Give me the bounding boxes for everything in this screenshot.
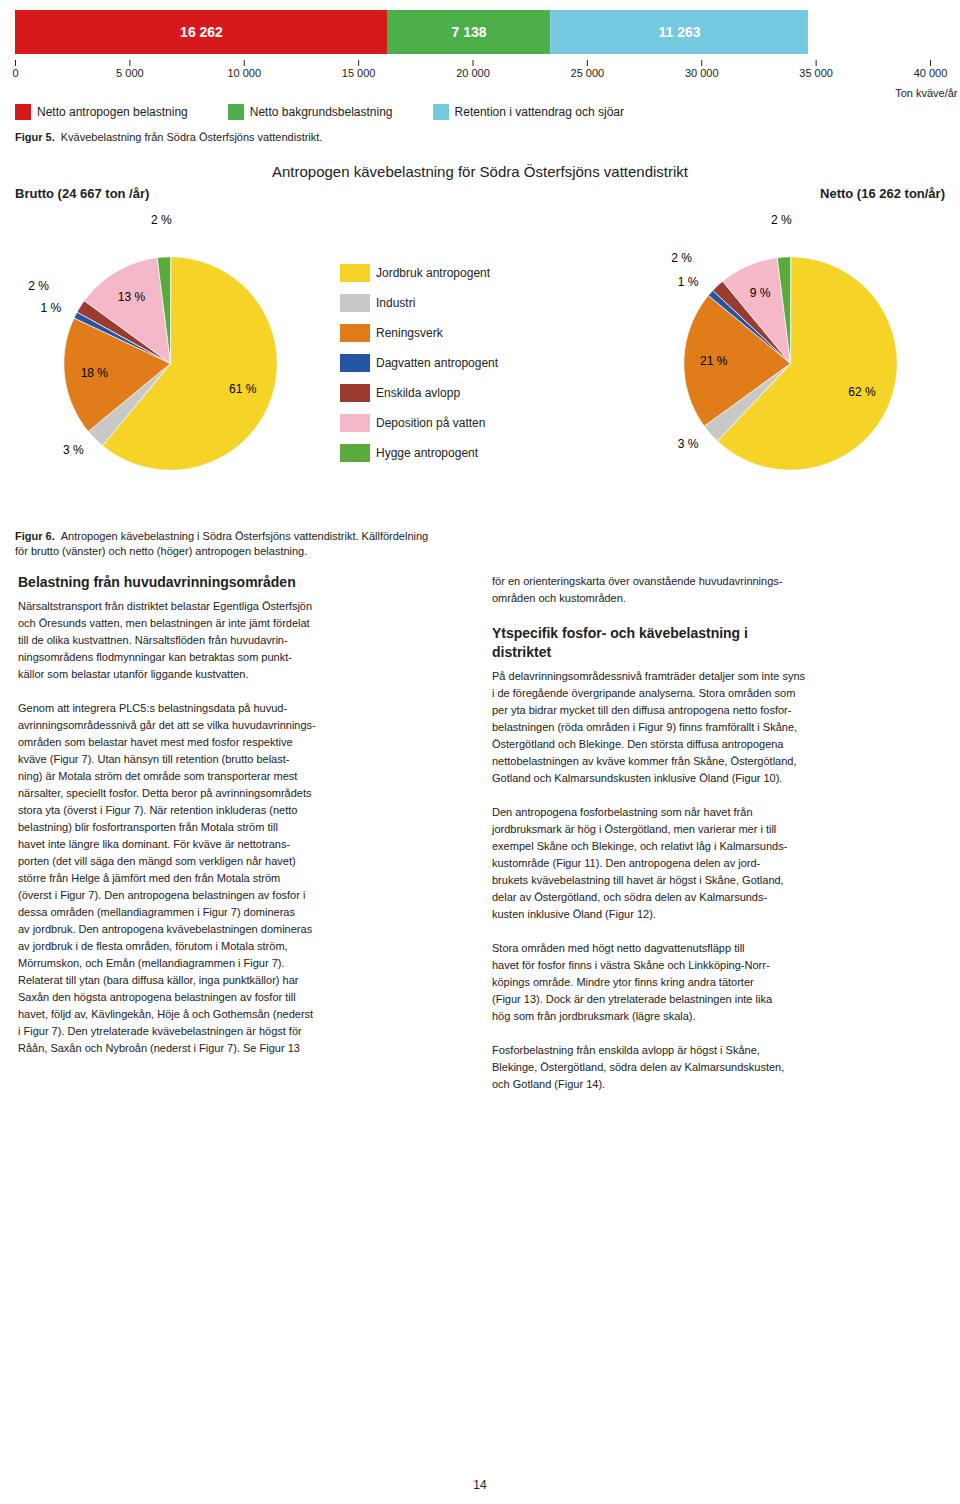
- html-text:i Figur 7). Den ytrelaterade k: i Figur 7). Den ytrelaterade kvävebelast…: [18, 1025, 302, 1037]
- svg-text:2 %: 2 %: [771, 213, 792, 227]
- svg-text:2 %: 2 %: [671, 251, 692, 265]
- svg-text:1 %: 1 %: [678, 275, 699, 289]
- html-text:exempel Skåne och Blekinge, oc: exempel Skåne och Blekinge, och relativt…: [492, 840, 788, 852]
- html-text:Östergötland och Blekinge. Den: Östergötland och Blekinge. Den största d…: [492, 738, 784, 750]
- html-text:områden och kustområden.: områden och kustområden.: [492, 592, 626, 604]
- html-text:distriktet: distriktet: [492, 644, 552, 660]
- svg-text:0: 0: [12, 67, 18, 79]
- svg-text:Ton kväve/år: Ton kväve/år: [895, 87, 958, 99]
- html-text:Belastning från huvudavrinning: Belastning från huvudavrinningsområden: [18, 574, 296, 590]
- html-text:Figur 5.: Figur 5.: [15, 131, 55, 143]
- svg-text:21 %: 21 %: [700, 354, 728, 368]
- svg-text:18 %: 18 %: [81, 366, 109, 380]
- html-text:Netto antropogen belastning: Netto antropogen belastning: [37, 105, 188, 119]
- html-text:och Öresunds vatten, men belas: och Öresunds vatten, men belastningen är…: [18, 617, 310, 629]
- svg-text:5 000: 5 000: [116, 67, 144, 79]
- html-text:stora yta (överst i Figur 7).: stora yta (överst i Figur 7). När retent…: [18, 804, 298, 816]
- html-text:På delavrinningsområdessnivå f: På delavrinningsområdessnivå framträder …: [492, 670, 805, 682]
- svg-text:9 %: 9 %: [750, 286, 771, 300]
- html-text:belastningen (röda områden i F: belastningen (röda områden i Figur 9) fi…: [492, 721, 798, 733]
- html-text:14: 14: [473, 1478, 487, 1492]
- html-text:Industri: Industri: [376, 296, 416, 310]
- svg-text:40 000: 40 000: [914, 67, 948, 79]
- html-text:områden som belastar havet mes: områden som belastar havet mest med fosf…: [18, 736, 293, 748]
- html-text:Netto (16 262 ton/år): Netto (16 262 ton/år): [820, 186, 945, 201]
- html-text:Antropogen kävebelastning för: Antropogen kävebelastning för Södra Öste…: [272, 163, 688, 180]
- html-text:Mörrumskon, och Emån (mellandi: Mörrumskon, och Emån (mellandiagrammen i…: [18, 957, 285, 969]
- html-text:Antropogen kävebelastning i Sö: Antropogen kävebelastning i Södra Österf…: [60, 530, 429, 542]
- svg-text:2 %: 2 %: [151, 213, 172, 227]
- svg-text:3 %: 3 %: [678, 437, 699, 451]
- html-text:Relaterat till ytan (bara diff: Relaterat till ytan (bara diffusa källor…: [18, 974, 299, 986]
- html-text:till de olika kustvattnen. När: till de olika kustvattnen. Närsaltsflöde…: [18, 634, 288, 646]
- svg-text:25 000: 25 000: [571, 67, 605, 79]
- html-text:hög som från jordbruksmark (lä: hög som från jordbruksmark (lägre skala)…: [492, 1010, 696, 1022]
- html-text:dessa områden (mellandiagramme: dessa områden (mellandiagrammen i Figur …: [18, 906, 295, 918]
- html-text:ningsområdens flodmynningar ka: ningsområdens flodmynningar kan betrakta…: [18, 651, 292, 663]
- svg-text:62 %: 62 %: [848, 385, 876, 399]
- html-text:belastning) blir fosfortranspo: belastning) blir fosfortransporten från …: [18, 821, 278, 833]
- html-text:i de föregående övergripande a: i de föregående övergripande analyserna.…: [492, 687, 796, 699]
- svg-text:11 263: 11 263: [659, 24, 701, 40]
- html-text:(Figur 13). Dock är den ytrela: (Figur 13). Dock är den ytrelaterade bel…: [492, 993, 772, 1005]
- html-text:kväve (Figur 7). Utan hänsyn t: kväve (Figur 7). Utan hänsyn till retent…: [18, 753, 290, 765]
- html-text:Närsaltstransport från distrik: Närsaltstransport från distriktet belast…: [18, 600, 313, 612]
- svg-text:7 138: 7 138: [452, 24, 487, 40]
- html-text:Blekinge, Östergötland, södra: Blekinge, Östergötland, södra delen av K…: [492, 1061, 785, 1073]
- html-text:kusten inklusive Öland (Figur: kusten inklusive Öland (Figur 12).: [492, 908, 656, 920]
- html-text:kustområde (Figur 11). Den ant: kustområde (Figur 11). Den antropogena d…: [492, 857, 761, 869]
- svg-text:1 %: 1 %: [41, 301, 62, 315]
- html-text:havet för fosfor finns i västr: havet för fosfor finns i västra Skåne oc…: [492, 959, 770, 971]
- html-text:av jordbruk i de flesta område: av jordbruk i de flesta områden, förutom…: [18, 940, 288, 952]
- html-text:och Gotland (Figur 14).: och Gotland (Figur 14).: [492, 1078, 606, 1090]
- svg-text:2 %: 2 %: [28, 279, 49, 293]
- html-text:avrinningsområdessnivå går det: avrinningsområdessnivå går det att se vi…: [18, 719, 316, 731]
- html-text:havet inte längre lika dominan: havet inte längre lika dominant. För kvä…: [18, 838, 291, 850]
- html-text:Retention i vattendrag och sjö: Retention i vattendrag och sjöar: [454, 105, 624, 119]
- html-text:Brutto (24 667 ton /år): Brutto (24 667 ton /år): [15, 186, 150, 201]
- html-text:per yta bidrar mycket till den: per yta bidrar mycket till den diffusa a…: [492, 704, 792, 716]
- svg-text:20 000: 20 000: [456, 67, 490, 79]
- svg-text:61 %: 61 %: [229, 382, 257, 396]
- html-text:porten (det vill säga den mäng: porten (det vill säga den mängd som verk…: [18, 855, 296, 867]
- html-text:nettobelastningen av kväve kom: nettobelastningen av kväve kommer från S…: [492, 755, 797, 767]
- html-text:Råån, Saxån och Nybroån (neder: Råån, Saxån och Nybroån (nederst i Figur…: [18, 1042, 300, 1054]
- html-text:Stora områden med högt netto d: Stora områden med högt netto dagvattenut…: [492, 942, 745, 954]
- html-text:(överst i Figur 7). Den antrop: (överst i Figur 7). Den antropogena bela…: [18, 889, 306, 901]
- html-text:Fosforbelastning från enskilda: Fosforbelastning från enskilda avlopp är…: [492, 1044, 760, 1056]
- html-text:delar av Östergötland, och söd: delar av Östergötland, och södra delen a…: [492, 891, 768, 903]
- html-text:Netto bakgrundsbelastning: Netto bakgrundsbelastning: [249, 105, 393, 119]
- html-text:Reningsverk: Reningsverk: [376, 326, 443, 340]
- html-text:större från Helge å jämfört me: större från Helge å jämfört med den från…: [18, 872, 281, 884]
- html-text:jordbruksmark är hög i Östergö: jordbruksmark är hög i Östergötland, men…: [492, 823, 777, 835]
- html-text:källor som belastar utanför li: källor som belastar utanför liggande kus…: [18, 668, 249, 680]
- html-text:Saxån den högsta antropogena b: Saxån den högsta antropogena belastninge…: [18, 991, 296, 1003]
- html-text:Kvävebelastning från Södra Öst: Kvävebelastning från Södra Österfsjöns v…: [60, 131, 323, 143]
- html-text:Hygge antropogent: Hygge antropogent: [376, 446, 479, 460]
- svg-text:3 %: 3 %: [63, 443, 84, 457]
- html-text:Den antropogena fosforbelastni: Den antropogena fosforbelastning som når…: [492, 806, 753, 818]
- html-text:Enskilda avlopp: Enskilda avlopp: [376, 386, 461, 400]
- html-text:brukets kvävebelastning till h: brukets kvävebelastning till havet är hö…: [492, 874, 784, 886]
- html-text:Gotland och Kalmarsundskusten: Gotland och Kalmarsundskusten inklusive …: [492, 772, 783, 784]
- html-text:för brutto (vänster) och netto: för brutto (vänster) och netto (höger) a…: [15, 545, 308, 557]
- html-text:ning) är Motala ström det områ: ning) är Motala ström det område som tra…: [18, 770, 298, 782]
- html-text:Jordbruk antropogent: Jordbruk antropogent: [376, 266, 491, 280]
- svg-text:35 000: 35 000: [799, 67, 833, 79]
- html-text:Figur 6.: Figur 6.: [15, 530, 55, 542]
- svg-text:10 000: 10 000: [227, 67, 261, 79]
- html-text:av jordbruk. Den antropogena k: av jordbruk. Den antropogena kvävebelast…: [18, 923, 313, 935]
- html-text:Genom att integrera PLC5:s bel: Genom att integrera PLC5:s belastningsda…: [18, 702, 288, 714]
- html-text:för en orienteringskarta över: för en orienteringskarta över ovanståend…: [492, 575, 783, 587]
- html-text:närsalter, speciellt fosfor. D: närsalter, speciellt fosfor. Detta beror…: [18, 787, 312, 799]
- svg-text:13 %: 13 %: [118, 290, 146, 304]
- svg-text:16 262: 16 262: [180, 24, 223, 40]
- html-text:Dagvatten antropogent: Dagvatten antropogent: [376, 356, 499, 370]
- html-text:Deposition på vatten: Deposition på vatten: [376, 416, 486, 430]
- svg-text:15 000: 15 000: [342, 67, 376, 79]
- html-text:havet, följd av, Kävlingekån,: havet, följd av, Kävlingekån, Höje å och…: [18, 1008, 314, 1020]
- html-text:köpings område. Mindre ytor fi: köpings område. Mindre ytor finns kring …: [492, 976, 754, 988]
- html-text:Ytspecifik fosfor- och kävebel: Ytspecifik fosfor- och kävebelastning i: [492, 625, 748, 641]
- svg-text:30 000: 30 000: [685, 67, 719, 79]
